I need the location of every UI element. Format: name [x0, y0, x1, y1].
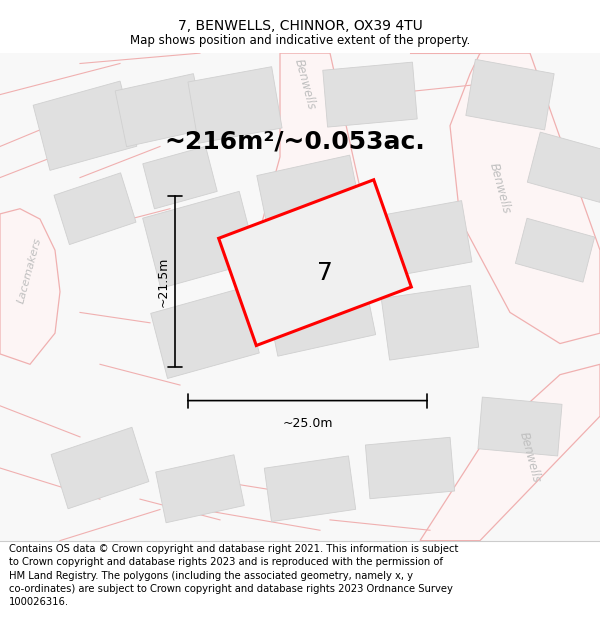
- Polygon shape: [265, 269, 376, 356]
- Text: ~21.5m: ~21.5m: [157, 256, 170, 306]
- Polygon shape: [257, 155, 363, 241]
- Polygon shape: [0, 209, 60, 364]
- Text: ~216m²/~0.053ac.: ~216m²/~0.053ac.: [164, 129, 425, 153]
- Text: Contains OS data © Crown copyright and database right 2021. This information is : Contains OS data © Crown copyright and d…: [9, 544, 458, 607]
- Polygon shape: [188, 67, 282, 143]
- Polygon shape: [151, 288, 259, 379]
- Polygon shape: [381, 286, 479, 360]
- Polygon shape: [478, 397, 562, 456]
- Polygon shape: [323, 62, 417, 127]
- Polygon shape: [420, 364, 600, 541]
- Text: Benwells: Benwells: [517, 431, 543, 484]
- Text: Map shows position and indicative extent of the property.: Map shows position and indicative extent…: [130, 34, 470, 47]
- Text: Lacemakers: Lacemakers: [16, 237, 44, 305]
- Text: Benwells: Benwells: [292, 58, 318, 111]
- Polygon shape: [143, 191, 257, 288]
- Polygon shape: [155, 455, 244, 522]
- Polygon shape: [527, 132, 600, 202]
- Text: ~25.0m: ~25.0m: [282, 417, 333, 430]
- Text: 7, BENWELLS, CHINNOR, OX39 4TU: 7, BENWELLS, CHINNOR, OX39 4TU: [178, 19, 422, 33]
- Polygon shape: [450, 53, 600, 344]
- Polygon shape: [33, 81, 137, 171]
- Polygon shape: [368, 201, 472, 279]
- Polygon shape: [515, 218, 595, 282]
- Polygon shape: [143, 146, 217, 209]
- Polygon shape: [51, 428, 149, 509]
- Polygon shape: [218, 180, 412, 346]
- Text: 7: 7: [317, 261, 333, 285]
- Polygon shape: [365, 438, 455, 499]
- Polygon shape: [54, 173, 136, 244]
- Polygon shape: [255, 53, 360, 344]
- Polygon shape: [264, 456, 356, 522]
- Polygon shape: [466, 59, 554, 130]
- Text: Benwells: Benwells: [487, 161, 513, 215]
- Polygon shape: [115, 74, 205, 147]
